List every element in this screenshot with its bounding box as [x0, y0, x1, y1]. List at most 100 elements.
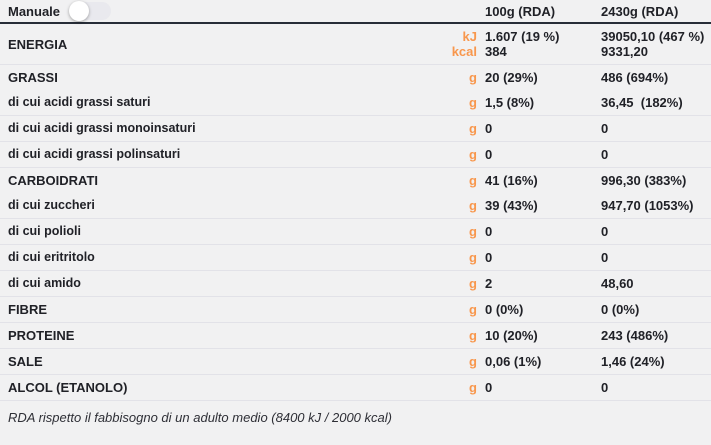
row-label: PROTEINE	[8, 328, 75, 343]
row-label: CARBOIDRATI	[8, 173, 99, 188]
value-total: 0	[601, 380, 609, 395]
table-row: di cui zuccheri g 39 (43%) 947,70 (1053%)	[0, 193, 711, 219]
value-100g-cell: 20 (29%)	[477, 65, 593, 90]
value-100g: 0	[485, 121, 493, 136]
value-total-cell: 486 (694%)	[593, 65, 711, 90]
value-total-cell: 996,30 (383%)	[593, 168, 711, 193]
manual-toggle-group: Manuale	[0, 1, 437, 21]
unit-label: kcal	[451, 44, 477, 59]
unit-cell: g	[437, 349, 477, 374]
value-total-cell: 947,70 (1053%)	[593, 193, 711, 218]
row-label: di cui eritritolo	[8, 250, 95, 264]
value-100g-cell: 41 (16%)	[477, 168, 593, 193]
unit-label: g	[469, 95, 477, 110]
row-label: ENERGIA	[8, 36, 68, 52]
value-100g: 384	[485, 44, 507, 59]
value-total: 996,30 (383%)	[601, 173, 687, 188]
value-total: 0	[601, 250, 609, 265]
value-100g: 1.607 (19 %)	[485, 29, 560, 44]
value-100g: 1,5 (8%)	[485, 95, 535, 110]
nutrition-table: ENERGIA kJ kcal 1.607 (19 %) 384 39050,10 (46…	[0, 24, 711, 401]
row-label: GRASSI	[8, 70, 58, 85]
value-total-cell: 39050,10 (467 %) 9331,20	[593, 24, 711, 64]
value-total-cell: 36,45 (182%)	[593, 90, 711, 115]
row-label: di cui acidi grassi monoinsaturi	[8, 121, 196, 135]
value-total: 9331,20	[601, 44, 648, 59]
value-total: 947,70 (1053%)	[601, 198, 694, 213]
unit-cell: g	[437, 142, 477, 167]
unit-label: g	[469, 354, 477, 369]
unit-cell: g	[437, 193, 477, 218]
manual-label: Manuale	[8, 3, 61, 19]
table-row: ENERGIA kJ kcal 1.607 (19 %) 384 39050,10 (46…	[0, 24, 711, 65]
unit-label: g	[469, 70, 477, 85]
unit-cell: g	[437, 116, 477, 141]
unit-cell: g	[437, 323, 477, 348]
table-row: di cui eritritolo g 0 0	[0, 245, 711, 271]
unit-cell: kJ kcal	[437, 24, 477, 64]
unit-cell: g	[437, 168, 477, 193]
unit-label: g	[469, 224, 477, 239]
value-total: 0	[601, 147, 609, 162]
table-row: di cui amido g 2 48,60	[0, 271, 711, 297]
value-100g-cell: 0,06 (1%)	[477, 349, 593, 374]
value-100g-cell: 1.607 (19 %) 384	[477, 24, 593, 64]
unit-label: g	[469, 380, 477, 395]
column-header-100g: 100g (RDA)	[485, 3, 556, 19]
value-100g-cell: 10 (20%)	[477, 323, 593, 348]
table-row: CARBOIDRATI g 41 (16%) 996,30 (383%)	[0, 168, 711, 193]
value-100g: 0	[485, 250, 493, 265]
value-100g-cell: 2	[477, 271, 593, 296]
value-total: 243 (486%)	[601, 328, 669, 343]
value-100g-cell: 0	[477, 142, 593, 167]
value-100g: 0 (0%)	[485, 302, 524, 317]
unit-cell: g	[437, 297, 477, 322]
unit-cell: g	[437, 271, 477, 296]
value-total: 486 (694%)	[601, 70, 669, 85]
row-label: di cui amido	[8, 276, 81, 290]
value-100g-cell: 0	[477, 219, 593, 244]
value-100g-cell: 39 (43%)	[477, 193, 593, 218]
value-total-cell: 0	[593, 245, 711, 270]
table-row: SALE g 0,06 (1%) 1,46 (24%)	[0, 349, 711, 375]
unit-label: g	[469, 328, 477, 343]
table-row: PROTEINE g 10 (20%) 243 (486%)	[0, 323, 711, 349]
value-total-cell: 0	[593, 375, 711, 400]
value-100g-cell: 0 (0%)	[477, 297, 593, 322]
value-100g: 41 (16%)	[485, 173, 538, 188]
value-total-cell: 0	[593, 142, 711, 167]
value-100g-cell: 1,5 (8%)	[477, 90, 593, 115]
table-row: FIBRE g 0 (0%) 0 (0%)	[0, 297, 711, 323]
manual-toggle-switch[interactable]	[69, 1, 112, 21]
unit-label: g	[469, 302, 477, 317]
value-100g: 2	[485, 276, 493, 291]
value-100g: 10 (20%)	[485, 328, 538, 343]
value-total-cell: 1,46 (24%)	[593, 349, 711, 374]
unit-label: g	[469, 173, 477, 188]
value-100g-cell: 0	[477, 245, 593, 270]
value-100g: 0	[485, 147, 493, 162]
value-100g-cell: 0	[477, 375, 593, 400]
unit-label: g	[469, 198, 477, 213]
value-100g: 39 (43%)	[485, 198, 538, 213]
value-total-cell: 243 (486%)	[593, 323, 711, 348]
unit-label: g	[469, 147, 477, 162]
row-label: di cui acidi grassi polinsaturi	[8, 147, 181, 161]
unit-label: kJ	[462, 29, 477, 44]
value-total-cell: 0 (0%)	[593, 297, 711, 322]
value-total-cell: 0	[593, 219, 711, 244]
row-label: SALE	[8, 354, 43, 369]
value-100g: 0,06 (1%)	[485, 354, 542, 369]
table-header: Manuale 100g (RDA) 2430g (RDA)	[0, 0, 711, 24]
row-label: di cui acidi grassi saturi	[8, 95, 151, 109]
unit-cell: g	[437, 245, 477, 270]
value-total-cell: 48,60	[593, 271, 711, 296]
table-row: di cui acidi grassi monoinsaturi g 0 0	[0, 116, 711, 142]
column-header-total: 2430g (RDA)	[601, 3, 679, 19]
value-100g: 0	[485, 224, 493, 239]
table-row: GRASSI g 20 (29%) 486 (694%)	[0, 65, 711, 90]
table-row: di cui acidi grassi saturi g 1,5 (8%) 36,45…	[0, 90, 711, 116]
value-total-cell: 0	[593, 116, 711, 141]
value-total: 0	[601, 224, 609, 239]
